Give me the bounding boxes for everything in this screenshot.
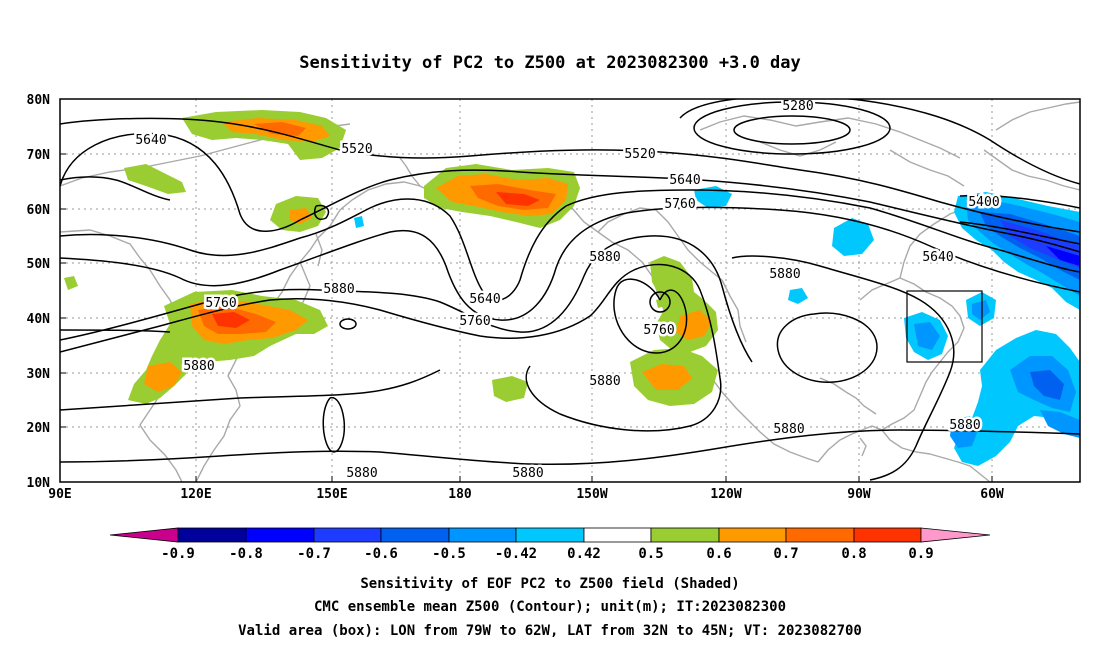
colorbar-label: -0.7 [297, 546, 331, 562]
colorbar-low-arrow [109, 527, 179, 543]
colorbar-swatch [853, 527, 922, 543]
map-title: Sensitivity of PC2 to Z500 at 2023082300… [299, 53, 801, 73]
colorbar-swatch [177, 527, 247, 543]
caption-line-3: Valid area (box): LON from 79W to 62W, L… [238, 623, 862, 639]
x-tick-label: 120W [710, 487, 741, 502]
caption-line-1: Sensitivity of EOF PC2 to Z500 field (Sh… [360, 576, 739, 592]
colorbar-label: 0.8 [841, 546, 866, 562]
colorbar-swatch [313, 527, 382, 543]
contour-label: 5760 [459, 314, 490, 329]
shaded-positive [64, 110, 718, 406]
contour-label: 5640 [469, 292, 500, 307]
colorbar-swatch [718, 527, 787, 543]
colorbar-label: 0.5 [638, 546, 663, 562]
x-tick-label: 150E [316, 487, 347, 502]
contour-label: 5760 [664, 197, 695, 212]
contour-label: 5880 [949, 418, 980, 433]
contour-label: 5640 [669, 173, 700, 188]
colorbar-label: -0.9 [161, 546, 195, 562]
colorbar-swatch [785, 527, 855, 543]
colorbar-swatch [448, 527, 517, 543]
x-tick-label: 150W [576, 487, 607, 502]
x-tick-label: 90E [48, 487, 71, 502]
x-tick-labels: 90E 120E 150E 180 150W 120W 90W 60W [48, 487, 1004, 502]
contour-label: 5880 [589, 374, 620, 389]
colorbar-label: -0.8 [229, 546, 263, 562]
colorbar-label: 0.7 [773, 546, 798, 562]
x-tick-label: 180 [448, 487, 472, 502]
colorbar-label: -0.6 [364, 546, 398, 562]
y-tick-label: 30N [27, 367, 51, 382]
colorbar-high-arrow [920, 527, 991, 543]
z500-contours [60, 99, 1080, 481]
y-tick-label: 80N [27, 93, 51, 108]
y-tick-label: 40N [27, 312, 51, 327]
colorbar-label: 0.42 [567, 546, 601, 562]
contour-label: 5280 [782, 99, 813, 114]
x-tick-label: 120E [180, 487, 211, 502]
caption-line-2: CMC ensemble mean Z500 (Contour); unit(m… [314, 599, 786, 615]
contour-label: 5520 [624, 147, 655, 162]
contour-label: 5880 [323, 282, 354, 297]
x-tick-label: 60W [980, 487, 1004, 502]
contour-label: 5640 [135, 133, 166, 148]
contour-label: 5760 [643, 323, 674, 338]
valid-area-box [906, 290, 983, 363]
contour-label: 5400 [968, 195, 999, 210]
colorbar-label: 0.6 [706, 546, 731, 562]
y-tick-label: 10N [27, 476, 51, 491]
contour-label: 5880 [769, 267, 800, 282]
colorbar-swatch [583, 527, 652, 543]
contour-label-group: 5280 5400 5520 5520 5640 5640 5640 5640 … [133, 99, 1002, 482]
colorbar-swatch [650, 527, 720, 543]
contour-label: 5880 [183, 359, 214, 374]
contour-label: 5760 [205, 296, 236, 311]
x-tick-label: 90W [847, 487, 871, 502]
colorbar-label: -0.42 [495, 546, 537, 562]
y-tick-label: 20N [27, 421, 51, 436]
colorbar-label: -0.5 [432, 546, 466, 562]
contour-label: 5520 [341, 142, 372, 157]
tick-marks [59, 98, 993, 482]
map-frame [59, 98, 1081, 483]
colorbar-swatch [515, 527, 585, 543]
colorbar: -0.9 -0.8 -0.7 -0.6 -0.5 -0.42 0.42 0.5 … [109, 527, 991, 562]
y-tick-label: 50N [27, 257, 51, 272]
contour-label: 5880 [773, 422, 804, 437]
contour-label: 5880 [346, 466, 377, 481]
colorbar-swatch [245, 527, 315, 543]
y-tick-label: 60N [27, 203, 51, 218]
colorbar-swatch [380, 527, 450, 543]
map-area: 5280 5400 5520 5520 5640 5640 5640 5640 … [60, 99, 1080, 482]
y-tick-label: 70N [27, 148, 51, 163]
contour-label: 5880 [512, 466, 543, 481]
y-tick-labels: 80N 70N 60N 50N 40N 30N 20N 10N [27, 93, 51, 491]
contour-label: 5880 [589, 250, 620, 265]
contour-label: 5640 [922, 250, 953, 265]
colorbar-label: 0.9 [908, 546, 933, 562]
